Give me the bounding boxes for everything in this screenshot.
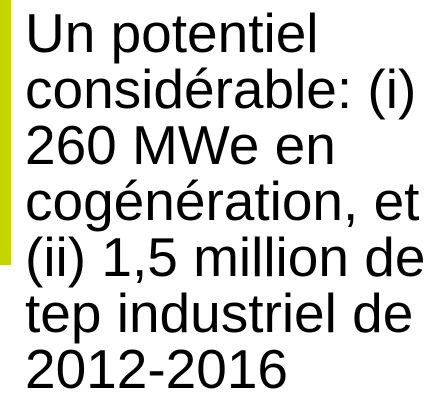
text-line: cogénération, et — [25, 170, 419, 232]
text-line: 260 MWe en — [25, 114, 336, 176]
text-line: considérable: (i) — [25, 58, 416, 120]
text-line: (ii) 1,5 million de — [25, 226, 425, 288]
accent-bar — [0, 0, 11, 265]
text-line: 2012-2016 — [25, 338, 288, 400]
text-line: tep industriel de — [25, 282, 413, 344]
text-line: Un potentiel — [25, 2, 319, 64]
